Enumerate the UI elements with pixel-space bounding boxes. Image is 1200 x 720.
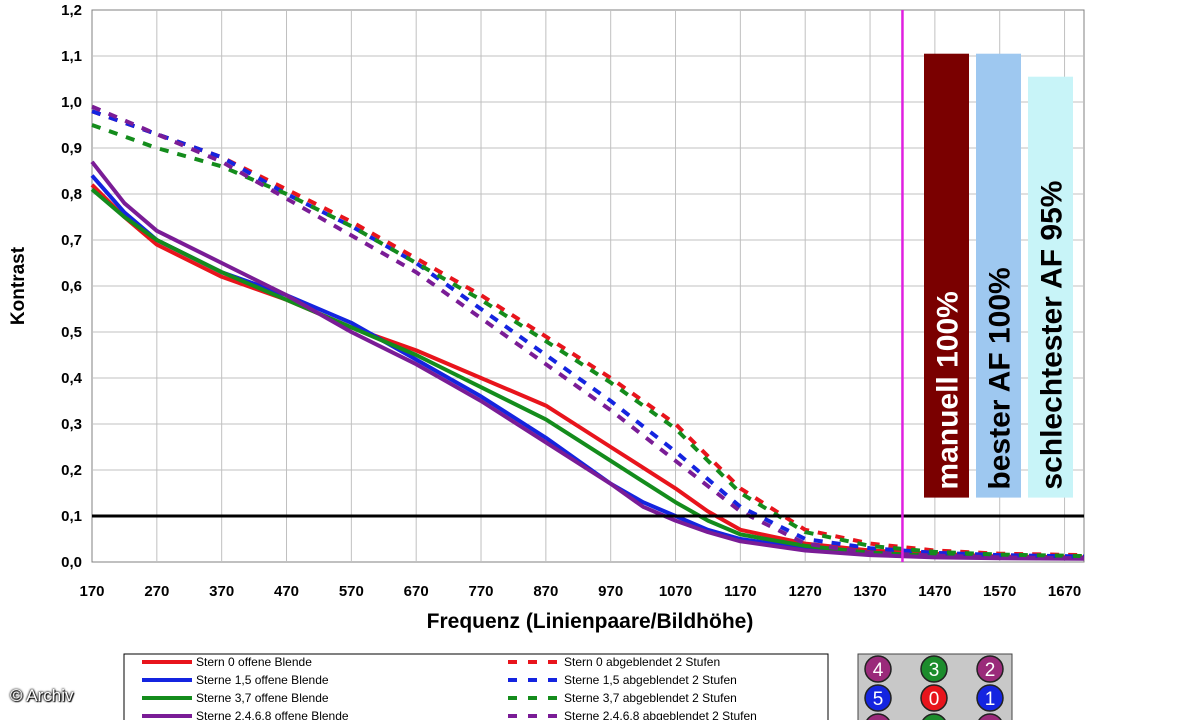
- annotation-bars: manuell 100% bester AF 100% schlechtester …: [924, 53, 1073, 498]
- x-tick-label: 870: [533, 583, 558, 600]
- star-badge: [920, 655, 948, 683]
- y-tick-label: 0,8: [61, 186, 82, 203]
- reference-lines: [92, 10, 1084, 562]
- y-tick-label: 0,2: [61, 462, 82, 479]
- annotation-bar: [976, 53, 1021, 498]
- annotation-bar-label: schlechtester AF 95%: [1036, 181, 1069, 490]
- x-tick-label: 670: [404, 583, 429, 600]
- series-line: [91, 123, 1085, 558]
- series-line: [91, 109, 1085, 558]
- annotation-bar: [924, 53, 969, 498]
- x-tick-label: 770: [469, 583, 494, 600]
- x-tick-label: 1670: [1048, 583, 1081, 600]
- x-tick-label: 970: [598, 583, 623, 600]
- star-badge-label: 2: [985, 660, 996, 681]
- legend: Stern 0 offene Blende Sterne 1,5 offene B…: [123, 653, 829, 720]
- star-badge-label: 0: [929, 689, 940, 710]
- y-tick-label: 0,9: [61, 140, 82, 157]
- star-badge: [976, 684, 1004, 712]
- x-tick-label: 270: [144, 583, 169, 600]
- y-tick-label: 0,6: [61, 278, 82, 295]
- legend-label: Stern 0 abgeblendet 2 Stufen: [564, 655, 720, 669]
- star-badge: [978, 713, 1002, 720]
- y-tick-label: 1,2: [61, 2, 82, 19]
- legend-label: Sterne 2,4,6,8 offene Blende: [196, 709, 349, 720]
- x-tick-label: 1170: [724, 583, 757, 600]
- y-tick-label: 1,1: [61, 48, 82, 65]
- watermark: © Archiv: [10, 686, 74, 705]
- y-tick-label: 0,1: [61, 508, 82, 525]
- y-tick-label: 0,3: [61, 416, 82, 433]
- star-badge: [864, 684, 892, 712]
- y-tick-label: 1,0: [61, 94, 82, 111]
- x-tick-label: 1270: [789, 583, 822, 600]
- legend-label: Sterne 1,5 abgeblendet 2 Stufen: [564, 673, 737, 687]
- series-line: [90, 187, 1085, 561]
- x-axis-label: Frequenz (Linienpaare/Bildhöhe): [427, 610, 754, 633]
- y-axis-label: Kontrast: [8, 246, 29, 325]
- star-badge: [864, 655, 892, 683]
- star-badge: [866, 713, 890, 720]
- tick-labels: 0,0 0,1 0,2 0,3 0,4 0,5 0,6 0,7 0,8 0,9 1,0 1,1 1,2 1…: [61, 2, 1081, 600]
- x-tick-label: 170: [79, 583, 104, 600]
- legend-label: Stern 0 offene Blende: [196, 655, 312, 669]
- star-badge-label: 4: [873, 660, 884, 681]
- star-badge: [920, 684, 948, 712]
- x-tick-label: 370: [209, 583, 234, 600]
- legend-label: Sterne 2,4,6,8 abgeblendet 2 Stufen: [564, 709, 757, 720]
- x-tick-label: 570: [339, 583, 364, 600]
- legend-label: Sterne 3,7 abgeblendet 2 Stufen: [564, 691, 737, 705]
- y-tick-label: 0,7: [61, 232, 82, 249]
- x-tick-label: 1070: [659, 583, 692, 600]
- star-badge-label: 1: [985, 689, 996, 710]
- annotation-bar-label: bester AF 100%: [984, 267, 1017, 489]
- legend-label: Sterne 1,5 offene Blende: [196, 673, 329, 687]
- y-tick-label: 0,0: [61, 554, 82, 571]
- x-tick-label: 1470: [918, 583, 951, 600]
- y-tick-label: 0,5: [61, 324, 82, 341]
- star-badge: [922, 713, 946, 720]
- series-line: [90, 183, 1085, 560]
- x-tick-label: 1370: [853, 583, 886, 600]
- legend-box: [123, 653, 829, 720]
- star-badges: 4 3 2 5 0 1: [857, 653, 1013, 720]
- x-tick-label: 470: [274, 583, 299, 600]
- annotation-bar-label: manuell 100%: [932, 291, 965, 489]
- series-line: [90, 160, 1085, 561]
- star-badge-label: 5: [873, 689, 884, 710]
- y-tick-label: 0,4: [61, 370, 83, 387]
- annotation-bar: [1028, 76, 1073, 498]
- star-badge-label: 3: [929, 660, 940, 681]
- legend-label: Sterne 3,7 offene Blende: [196, 691, 329, 705]
- star-badge: [976, 655, 1004, 683]
- x-tick-label: 1570: [983, 583, 1016, 600]
